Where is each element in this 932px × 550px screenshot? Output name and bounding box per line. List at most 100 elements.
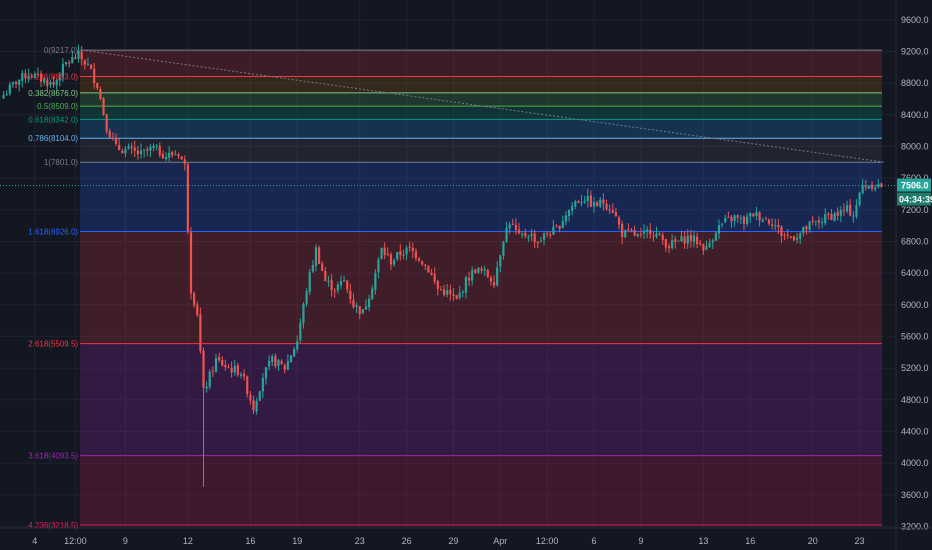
trendline[interactable] xyxy=(81,49,885,163)
candle-body xyxy=(733,215,736,222)
candle-body xyxy=(224,364,227,368)
candle-body xyxy=(205,386,208,389)
candle-body xyxy=(261,377,264,392)
candle-body xyxy=(524,232,527,237)
candle-body xyxy=(699,243,702,245)
candle-body xyxy=(717,225,721,234)
time-tick-label: 16 xyxy=(245,536,255,546)
candle-body xyxy=(314,247,318,267)
candle-body xyxy=(361,309,364,314)
candle-body xyxy=(702,243,705,251)
candle-body xyxy=(327,280,330,282)
candle-body xyxy=(471,270,474,281)
candle-body xyxy=(580,201,583,204)
fib-zone xyxy=(80,106,882,120)
trendline-segment[interactable] xyxy=(81,49,885,163)
candle-body xyxy=(118,144,121,150)
candle-body xyxy=(739,217,742,219)
candle-body xyxy=(158,146,161,156)
candle-body xyxy=(408,246,411,248)
time-tick-label: 23 xyxy=(855,536,865,546)
price-tick-label: 6400.0 xyxy=(901,268,929,278)
candle-body xyxy=(577,201,580,203)
candle-body xyxy=(711,240,714,243)
candle-body xyxy=(102,98,105,115)
candle-body xyxy=(480,268,483,271)
candle-body xyxy=(214,358,218,372)
candle-body xyxy=(389,254,393,265)
candle-body xyxy=(574,201,577,207)
candle-body xyxy=(708,243,711,248)
candle-body xyxy=(805,226,808,230)
candle-body xyxy=(517,229,521,234)
candle-body xyxy=(199,314,202,352)
fib-level-label: 0(9217.0) xyxy=(44,46,79,55)
candle-body xyxy=(352,299,355,308)
candle-body xyxy=(667,246,671,249)
price-tick-label: 8800.0 xyxy=(901,78,929,88)
candle-body xyxy=(93,68,96,83)
candle-body xyxy=(367,298,371,308)
last-price-label: 7506.0 xyxy=(901,181,929,191)
candle-body xyxy=(80,51,83,60)
candle-body xyxy=(74,56,77,59)
candle-body xyxy=(611,210,614,213)
candle-body xyxy=(417,258,421,261)
candle-body xyxy=(208,371,211,388)
candle-body xyxy=(811,220,814,222)
candle-body xyxy=(783,234,786,236)
price-tick-label: 3600.0 xyxy=(901,490,929,500)
candle-body xyxy=(836,212,839,216)
candle-body xyxy=(689,234,692,242)
candle-body xyxy=(795,237,799,240)
candle-body xyxy=(820,222,824,224)
candle-body xyxy=(658,233,661,235)
countdown-label: 04:34:39 xyxy=(899,195,932,205)
price-axis[interactable]: 3200.0 3600.0 4000.0 4400.0 4800.0 5200.0 5600… xyxy=(895,0,929,550)
candle-body xyxy=(792,236,796,241)
candle-body xyxy=(608,209,611,211)
time-tick-label: 12 xyxy=(183,536,193,546)
price-tick-label: 7200.0 xyxy=(901,205,929,215)
candle-body xyxy=(55,79,58,86)
candle-body xyxy=(511,223,514,225)
candle-body xyxy=(467,277,471,281)
time-axis[interactable]: 4 12:00 9 12 16 19 23 26 29 Apr 12:00 6 9 13 16 20 23 xyxy=(0,527,932,546)
fib-zone xyxy=(80,76,882,93)
fib-level-label: 0.618(8342.0) xyxy=(28,115,78,124)
candle-body xyxy=(830,214,833,220)
candle-body xyxy=(602,199,605,204)
candle-body xyxy=(264,367,268,379)
fib-zone xyxy=(80,455,882,525)
candle-body xyxy=(442,289,446,296)
candle-body xyxy=(155,145,158,147)
candle-body xyxy=(414,251,418,259)
fib-level-label: 3.618(4093.5) xyxy=(28,452,78,461)
candle-body xyxy=(492,282,496,286)
candle-body xyxy=(164,157,168,160)
candle-body xyxy=(605,203,608,210)
fib-zone xyxy=(80,92,882,107)
candle-body xyxy=(536,242,539,244)
candle-body xyxy=(411,248,414,252)
candle-body xyxy=(421,261,424,265)
candle-body xyxy=(499,255,502,267)
candle-body xyxy=(268,360,271,367)
candle-body xyxy=(399,251,402,256)
candle-body xyxy=(533,233,536,243)
candle-body xyxy=(546,233,549,235)
candle-body xyxy=(564,215,567,222)
price-tick-label: 8000.0 xyxy=(901,141,929,151)
candle-body xyxy=(280,361,283,365)
candle-body xyxy=(111,137,114,139)
candle-body xyxy=(749,213,752,217)
fib-level-label: 2.618(5509.5) xyxy=(28,340,78,349)
candle-body xyxy=(233,366,236,373)
time-tick-label: 19 xyxy=(292,536,302,546)
candle-body xyxy=(742,216,746,224)
candle-body xyxy=(439,289,443,291)
candle-body xyxy=(771,224,774,226)
time-tick-label: Apr xyxy=(493,536,507,546)
candle-body xyxy=(867,186,871,189)
